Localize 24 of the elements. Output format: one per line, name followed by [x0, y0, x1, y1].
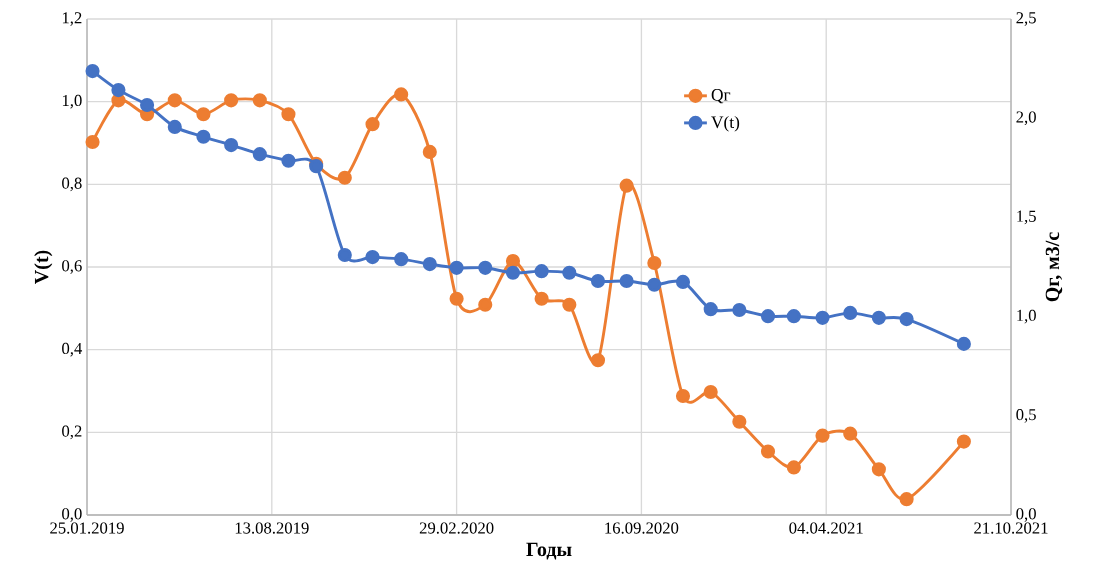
y-tick-label: 1,2 [62, 12, 82, 26]
y-tick-label: 0,8 [62, 177, 82, 192]
x-tick-label: 16.09.2020 [605, 522, 679, 534]
y-tick-label: 0,4 [62, 342, 83, 357]
x-axis-title: Годы [526, 542, 572, 560]
y-tick-label: 0,6 [62, 260, 82, 274]
y2-tick-label: 2,5 [1016, 12, 1036, 26]
y-tick-label: 1,0 [62, 94, 82, 109]
y2-tick-label: 1,0 [1017, 309, 1036, 324]
y-tick-label: 0,0 [62, 508, 82, 522]
x-tick-label: 21.10.2021 [974, 522, 1048, 534]
y-axis-title: V(t) [34, 250, 53, 284]
y2-tick-label: 0,5 [1016, 408, 1036, 423]
x-tick-label: 29.02.2020 [419, 522, 494, 534]
x-tick-label: 04.04.2021 [789, 522, 863, 534]
y2-axis-title: Qг, м3/с [1045, 232, 1063, 302]
legend-label: V(t) [711, 115, 740, 132]
y2-tick-label: 1,5 [1017, 210, 1036, 225]
y2-tick-label: 0,0 [1016, 508, 1036, 522]
x-tick-label: 13.08.2019 [235, 522, 309, 534]
x-tick-label: 25.01.2019 [50, 522, 124, 534]
y2-tick-label: 2,0 [1016, 111, 1036, 126]
legend-label: Qг [711, 89, 731, 104]
y-tick-label: 0,2 [62, 425, 82, 440]
